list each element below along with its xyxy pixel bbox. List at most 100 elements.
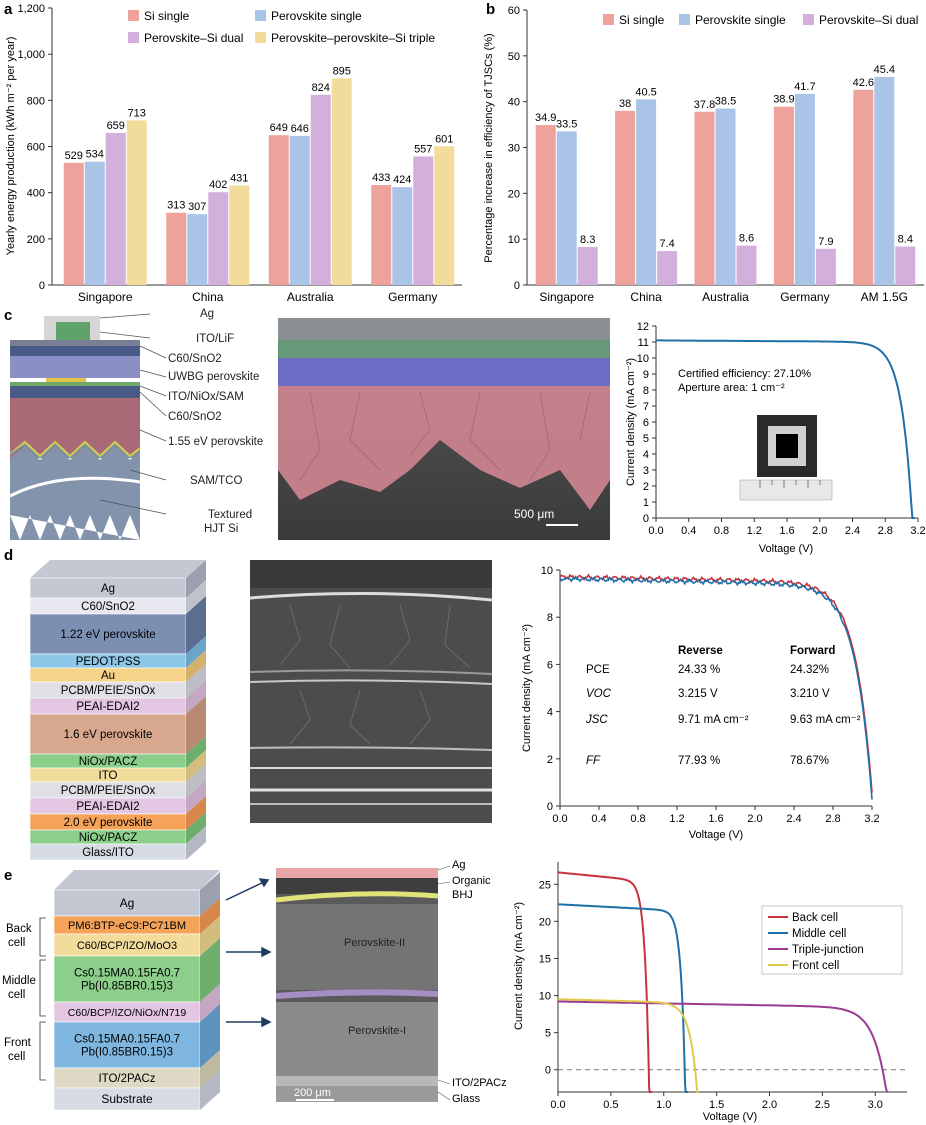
sem-bhj-layer — [275, 891, 439, 903]
y-tick-label: 40 — [508, 97, 520, 109]
cell-brackets — [39, 917, 46, 1081]
stack-layer-label: PEDOT:PSS — [76, 656, 141, 668]
stack-layer-side — [200, 1004, 220, 1068]
x-tick-label: 0.0 — [552, 813, 567, 825]
panel-a-chart: Yearly energy production (kWh m⁻² per ye… — [5, 3, 462, 304]
bar-value-label: 34.9 — [535, 112, 556, 124]
bar — [268, 135, 289, 285]
table-cell: 3.215 V — [678, 688, 718, 700]
stack-layer-label: Au — [101, 670, 115, 682]
bar — [331, 78, 352, 285]
stack-layer-side — [200, 916, 220, 956]
y-tick-label: 25 — [539, 879, 551, 891]
bar-value-label: 431 — [230, 173, 248, 185]
bar-value-label: 534 — [86, 149, 104, 161]
stack-layer-label: 2.0 eV perovskite — [64, 817, 153, 829]
series-line — [558, 1000, 888, 1093]
ito-lif-contact — [56, 322, 90, 340]
bar — [229, 185, 250, 285]
stack-layer-side — [186, 596, 206, 654]
bar — [657, 251, 678, 285]
chart-e-legend: Back cell Middle cell Triple-junction Fr… — [761, 905, 903, 975]
table-cell: 24.33 % — [678, 664, 720, 676]
legend-label: Perovskite single — [695, 13, 786, 27]
stack-layer-label: PCBM/PEIE/SnOx — [61, 685, 156, 697]
group-label: cell — [8, 989, 25, 1001]
bar-value-label: 895 — [333, 65, 351, 77]
bar-value-label: 40.5 — [635, 86, 656, 98]
sem-callout: Glass — [452, 1093, 481, 1105]
legend-swatch-dual — [803, 14, 814, 25]
x-tick-label: 0.0 — [550, 1099, 565, 1111]
y-tick-label: 11 — [638, 337, 649, 349]
x-category-label: AM 1.5G — [861, 290, 908, 304]
bar-value-label: 313 — [167, 200, 185, 212]
chart-a-legend: Si single Perovskite single Perovskite–S… — [128, 9, 435, 45]
texture-bottom — [10, 515, 140, 540]
panel-label-e: e — [4, 867, 12, 884]
y-tick-label: 50 — [508, 51, 520, 63]
bar-value-label: 45.4 — [874, 64, 895, 76]
sem-callout: ITO/2PACz — [452, 1077, 507, 1089]
bar — [736, 245, 757, 285]
x-category-label: China — [192, 290, 224, 304]
stack-layer-label: PEAI-EDAI2 — [76, 701, 139, 713]
chart-d-ylabel: Current density (mA cm⁻²) — [521, 624, 533, 752]
x-tick-label: 0.8 — [630, 813, 645, 825]
legend-label: Middle cell — [792, 928, 846, 940]
bar — [166, 212, 187, 285]
bar-value-label: 601 — [435, 133, 453, 145]
legend-box — [761, 905, 903, 975]
stack-layer-label: Pb(I0.85BR0.15)3 — [81, 1047, 173, 1059]
layer-c60-2 — [10, 386, 140, 398]
y-tick-label: 10 — [539, 991, 551, 1003]
layer-label: C60/SnO2 — [168, 411, 222, 423]
table-header: Forward — [790, 645, 835, 657]
chart-b-ylabel: Percentage increase in efficiency of TJS… — [483, 33, 495, 262]
bar — [853, 89, 874, 285]
layer-si — [10, 446, 140, 540]
y-tick-label: 15 — [539, 953, 551, 965]
bar — [208, 192, 229, 285]
bar — [815, 248, 836, 285]
x-tick-label: 2.8 — [825, 813, 840, 825]
layer-label: 1.55 eV perovskite — [168, 436, 263, 448]
bar-value-label: 8.6 — [739, 233, 754, 245]
panel-e-device-stack: Ag PM6:BTP-eC9:PC71BM C60/BCP/IZO/MoO3 Cs0.… — [2, 870, 272, 1111]
stack-top-face — [54, 870, 220, 890]
sem-label-perovskite-i: Perovskite-I — [348, 1025, 406, 1037]
y-tick-label: 2 — [643, 481, 649, 493]
layer-uwbg — [10, 356, 140, 378]
layer-label: UWBG perovskite — [168, 371, 259, 383]
x-tick-label: 1.0 — [656, 1099, 671, 1111]
stack-layer-label: ITO — [99, 770, 118, 782]
stack-layer-side — [186, 636, 206, 668]
stack-layer-side — [186, 580, 206, 614]
bar-value-label: 824 — [312, 82, 330, 94]
legend-label: Perovskite–Si dual — [819, 13, 918, 27]
y-tick-label: 9 — [643, 369, 649, 381]
bar — [289, 135, 310, 285]
layer-sam — [10, 382, 140, 386]
chart-e-ylabel: Current density (mA cm⁻²) — [513, 902, 525, 1030]
table-header: Reverse — [678, 645, 723, 657]
x-tick-label: 2.0 — [812, 525, 827, 537]
chart-b-legend: Si single Perovskite single Perovskite–S… — [603, 13, 918, 27]
y-tick-label: 0 — [545, 1065, 551, 1077]
x-tick-label: 0.8 — [714, 525, 729, 537]
panel-c-jv-chart: Current density (mA cm⁻²) Voltage (V) 0.… — [625, 321, 926, 555]
stack-layer-label: Cs0.15MA0.15FA0.7 — [74, 1034, 180, 1046]
bar-value-label: 7.9 — [818, 236, 833, 248]
series-line — [558, 903, 689, 1093]
stack-layer-label: PM6:BTP-eC9:PC71BM — [68, 920, 186, 932]
panel-e-jv-chart: Current density (mA cm⁻²) Voltage (V) 0.… — [513, 862, 907, 1123]
x-tick-label: 3.2 — [864, 813, 879, 825]
chart-d-xlabel: Voltage (V) — [689, 829, 743, 841]
stack-layer-side — [186, 750, 206, 782]
y-tick-label: 800 — [27, 95, 45, 107]
x-tick-label: 2.8 — [878, 525, 893, 537]
bar — [715, 108, 736, 286]
panel-label-a: a — [4, 1, 13, 18]
bar-value-label: 402 — [209, 179, 227, 191]
